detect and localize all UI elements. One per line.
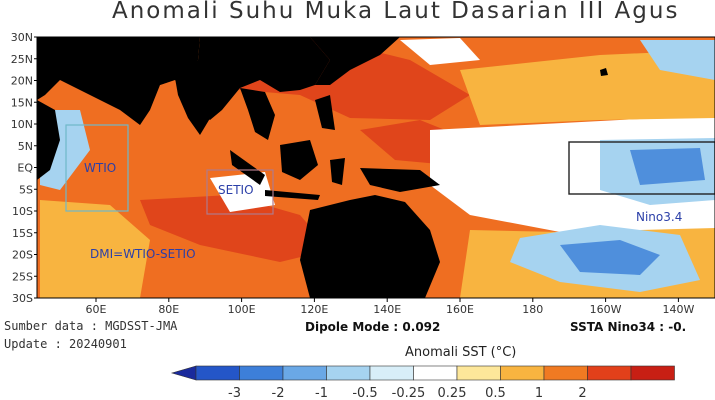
- update-text: Update : 20240901: [4, 337, 127, 351]
- lon-label: 100E: [228, 303, 256, 316]
- colorbar-tick-label: -0.25: [392, 386, 426, 400]
- colorbar-title: Anomali SST (°C): [405, 345, 517, 360]
- colorbar-tick-label: -2: [272, 386, 285, 400]
- lat-label: 10N: [11, 118, 33, 131]
- lon-label: 80E: [158, 303, 179, 316]
- colorbar-segment: [500, 365, 545, 381]
- dipole-mode-text: Dipole Mode : 0.092: [305, 320, 441, 334]
- neutral-north-east: [400, 38, 480, 65]
- lat-label: 15N: [11, 96, 33, 109]
- map-area: [36, 36, 715, 299]
- colorbar-segment: [543, 365, 588, 381]
- lat-label: EQ: [17, 162, 33, 175]
- land-east-africa: [37, 100, 60, 180]
- setio-box: [206, 169, 274, 215]
- lat-label: 25S: [12, 270, 33, 283]
- land-indian-peninsula: [175, 78, 215, 135]
- colorbar-segment: [587, 365, 632, 381]
- cool-anomaly-nino-core: [630, 148, 705, 185]
- lat-label: 30N: [11, 31, 33, 44]
- land-borneo: [280, 140, 318, 180]
- colorbar-min-arrow: [170, 365, 197, 381]
- colorbar-segment: [630, 365, 675, 381]
- land-philippines: [315, 95, 335, 130]
- land-australia: [300, 195, 440, 298]
- colorbar-tick-label: -1: [315, 386, 328, 400]
- source-text: Sumber data : MGDSST-JMA: [4, 319, 178, 333]
- lat-label: 15S: [12, 227, 33, 240]
- nino34-box: [568, 141, 715, 195]
- lat-label: 5S: [19, 183, 33, 196]
- colorbar-tick-label: -3: [228, 386, 241, 400]
- colorbar-segment: [456, 365, 501, 381]
- colorbar-tick-label: 2: [578, 386, 586, 400]
- colorbar-tick-label: 0.25: [438, 386, 467, 400]
- lat-label: 30S: [12, 292, 33, 305]
- land-arabia-africa-north: [37, 37, 200, 125]
- land-sulawesi: [330, 158, 345, 185]
- lon-label: 120E: [300, 303, 328, 316]
- nino34-label: Nino3.4: [636, 210, 682, 224]
- map-title: Anomali Suhu Muka Laut Dasarian III Agus: [112, 0, 680, 24]
- lat-label: 5N: [18, 140, 33, 153]
- colorbar-tick-label: 0.5: [485, 386, 506, 400]
- colorbar-segment: [239, 365, 284, 381]
- wtio-box: [65, 124, 129, 212]
- lon-label: 160E: [446, 303, 474, 316]
- colorbar-tick-label: 1: [535, 386, 543, 400]
- colorbar-segment: [282, 365, 327, 381]
- colorbar-segment: [369, 365, 414, 381]
- colorbar-tick-label: -0.5: [352, 386, 377, 400]
- cool-anomaly-core: [560, 240, 660, 275]
- colorbar-segment: [195, 365, 240, 381]
- land-indochina: [240, 88, 275, 140]
- lat-label: 10S: [12, 205, 33, 218]
- light-warm-north-pacific: [460, 50, 715, 125]
- lon-label: 140W: [662, 303, 694, 316]
- land-new-guinea: [360, 168, 440, 192]
- lat-label: 20S: [12, 249, 33, 262]
- land-hawaii: [600, 68, 608, 76]
- lon-label: 140E: [373, 303, 401, 316]
- land-sumatra: [230, 150, 265, 185]
- longitude-labels: 60E 80E 100E 120E 140E 160E 180 160W 140W: [86, 298, 694, 316]
- lon-label: 60E: [86, 303, 107, 316]
- setio-label: SETIO: [218, 183, 254, 197]
- dmi-label: DMI=WTIO-SETIO: [90, 247, 196, 261]
- colorbar: -3 -2 -1 -0.5 -0.25 0.25 0.5 1 2: [170, 365, 675, 400]
- cool-anomaly-north-east: [640, 40, 715, 80]
- lat-label: 25N: [11, 53, 33, 66]
- latitude-labels: 30N 25N 20N 15N 10N 5N EQ 5S 10S 15S 20S 25S 30S: [11, 31, 37, 305]
- lon-label: 180: [522, 303, 543, 316]
- light-warm-sw-indian: [40, 200, 150, 298]
- lat-label: 20N: [11, 75, 33, 88]
- colorbar-segment: [326, 365, 371, 381]
- land-java: [265, 190, 320, 200]
- warm-anomaly-south-indian: [140, 195, 330, 262]
- wtio-label: WTIO: [84, 161, 116, 175]
- lon-label: 160W: [590, 303, 622, 316]
- land-china-coast: [310, 37, 400, 85]
- ssta-nino34-text: SSTA Nino34 : -0.: [570, 320, 687, 334]
- colorbar-segment: [413, 365, 458, 381]
